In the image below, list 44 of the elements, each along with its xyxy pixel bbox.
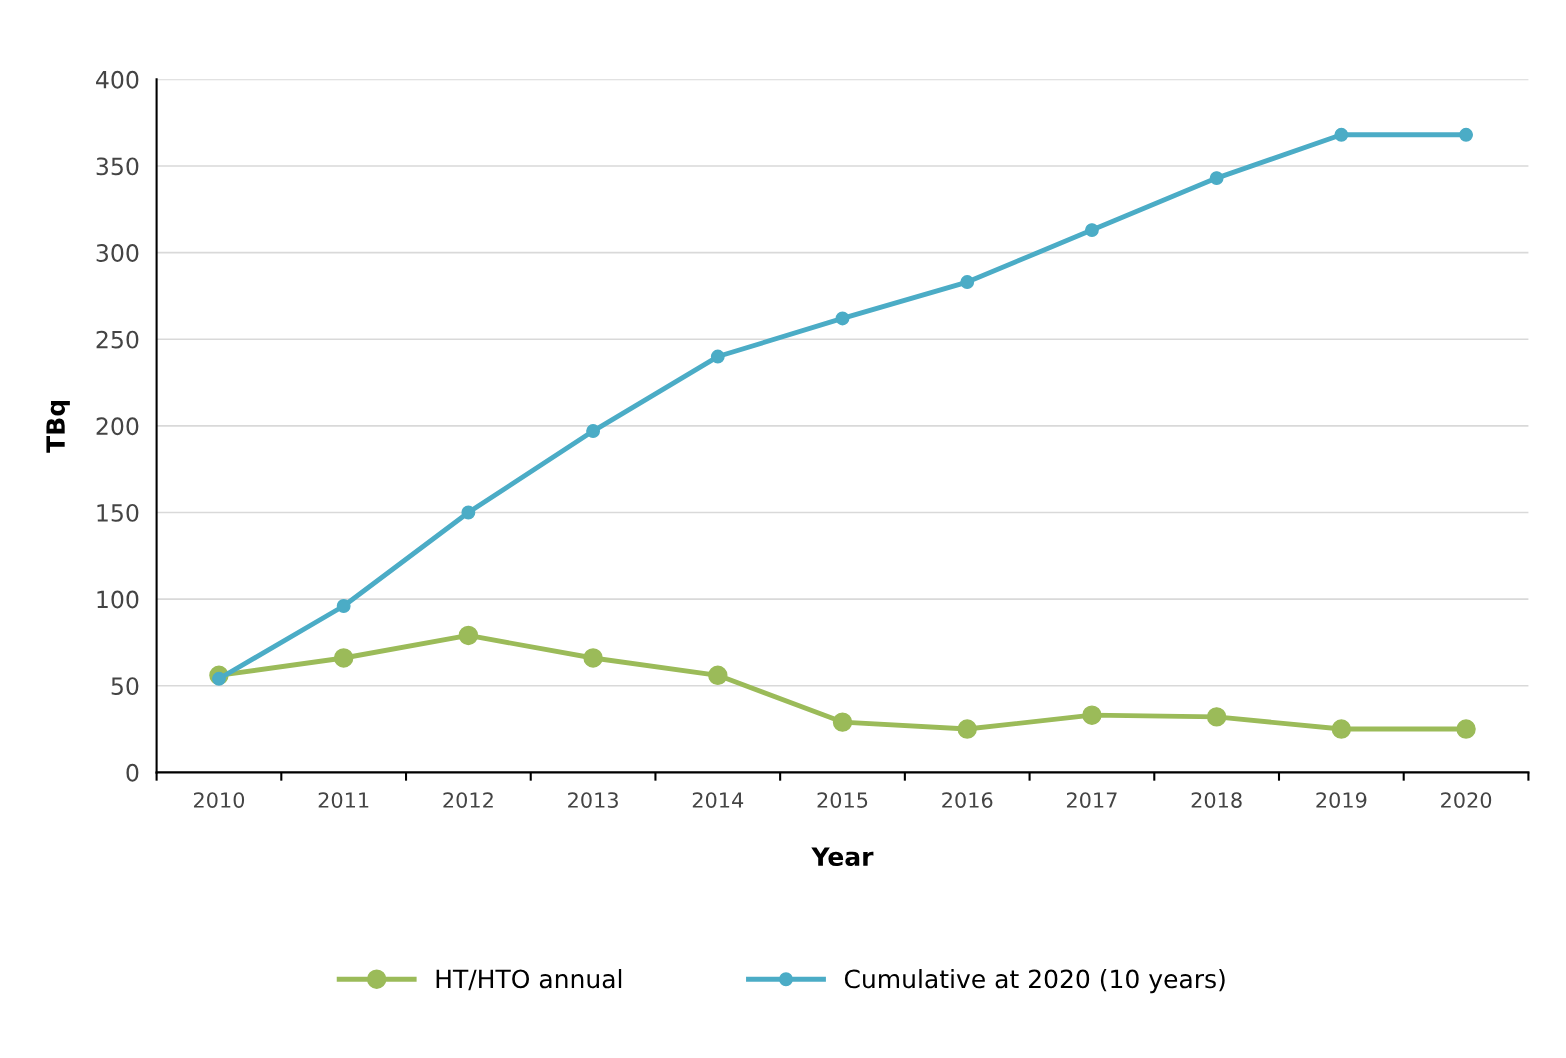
- point: [586, 424, 601, 438]
- x-tick-label: 2010: [193, 792, 245, 808]
- x-axis-title: Year: [811, 847, 874, 867]
- point: [1331, 719, 1352, 739]
- x-tick-label: 2018: [1191, 792, 1242, 808]
- y-tick-label: 100: [97, 590, 139, 609]
- x-tick-label: 2017: [1066, 792, 1117, 808]
- y-axis-title: TBq: [46, 400, 70, 453]
- x-tick-label: 2016: [942, 792, 993, 808]
- y-tick-label: 200: [96, 417, 139, 436]
- x-tick-label: 2011: [318, 792, 369, 808]
- y-tick-label: 50: [111, 677, 139, 696]
- x-tick-label: 2020: [1441, 792, 1492, 808]
- x-tick-label: 2014: [692, 792, 744, 808]
- point: [461, 505, 476, 520]
- y-tick-label: 0: [126, 763, 139, 782]
- point: [1206, 707, 1227, 727]
- point: [708, 665, 728, 686]
- point: [583, 648, 603, 668]
- x-tick-label: 2013: [568, 792, 618, 808]
- y-tick-label: 300: [96, 244, 139, 262]
- legend-label: HT/HTO annual: [436, 968, 622, 991]
- point: [1209, 171, 1224, 186]
- point: [835, 311, 850, 326]
- point: [710, 349, 725, 364]
- point: [957, 719, 977, 739]
- x-tick-label: 2012: [443, 792, 493, 808]
- point: [1084, 223, 1099, 238]
- point: [336, 599, 351, 613]
- point: [1456, 719, 1476, 739]
- point: [960, 275, 975, 289]
- x-tick-label: 2015: [817, 792, 868, 808]
- y-tick-label: 400: [96, 70, 139, 89]
- point: [1459, 127, 1474, 142]
- point: [832, 712, 853, 732]
- point: [333, 648, 354, 668]
- point: [458, 625, 479, 646]
- point: [1334, 127, 1349, 142]
- y-tick-label: 150: [97, 503, 139, 522]
- x-tick-label: 2019: [1316, 792, 1367, 808]
- legend-label: Cumulative at 2020 (10 years): [844, 968, 1225, 994]
- y-tick-label: 350: [96, 157, 139, 176]
- y-tick-label: 250: [96, 330, 139, 349]
- point: [1082, 705, 1102, 725]
